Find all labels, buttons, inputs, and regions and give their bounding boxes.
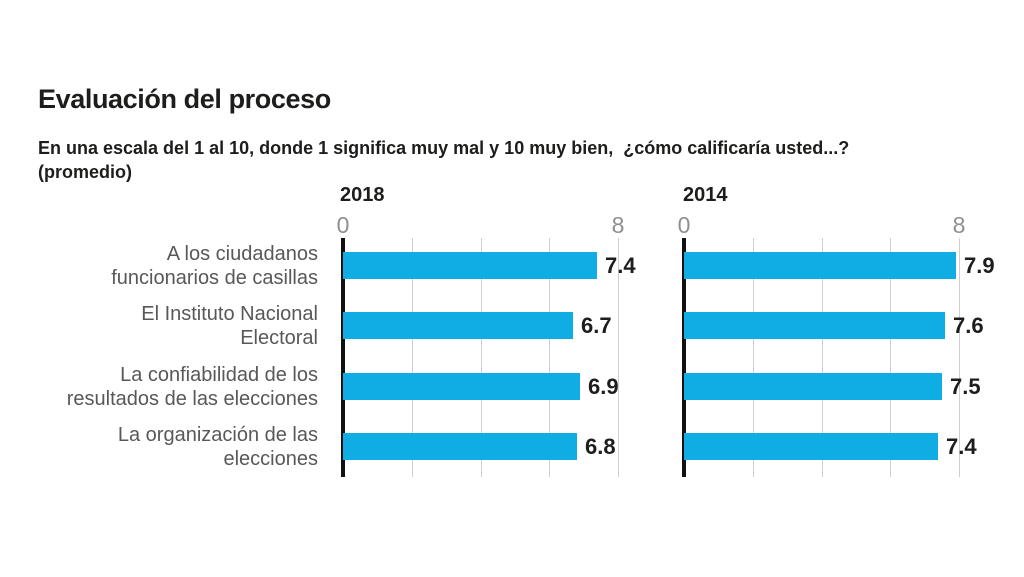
category-label-line: La organización de las [117,423,318,446]
gridline-4 [822,238,823,477]
y-axis-line [341,238,345,477]
gridline-8 [959,238,960,477]
category-label: La confiabilidad de los resultados de las… [20,363,318,411]
bar-panel-2014: 0 8 7.9 7.6 7.5 7.4 [678,212,1024,477]
category-label-line: El Instituto Nacional [141,302,318,325]
category-label: El Instituto Nacional Electoral [20,302,318,350]
category-labels-column: A los ciudadanos funcionarios de casillas… [20,0,318,577]
value-label-2014-row3: 7.5 [950,373,981,399]
value-label-2018-row2: 6.7 [581,312,612,338]
bar-panel-2018: 0 8 7.4 6.7 6.9 6.8 [337,212,683,477]
x-tick-label-8: 8 [952,212,966,238]
category-label-line: elecciones [223,447,318,470]
gridline-2 [753,238,754,477]
value-label-2014-row2: 7.6 [953,312,984,338]
bar-2018-row1 [343,252,597,279]
x-tick-label-8: 8 [611,212,625,238]
gridline-2 [412,238,413,477]
gridline-6 [890,238,891,477]
chart-subtitle: En una escala del 1 al 10, donde 1 signi… [38,136,849,184]
bar-2018-row4 [343,433,577,460]
chart-title: Evaluación del proceso [38,84,331,114]
value-label-2018-row4: 6.8 [585,433,616,459]
category-label-line: resultados de las elecciones [66,387,318,410]
category-label-line: funcionarios de casillas [111,266,318,289]
value-label-2014-row4: 7.4 [946,433,977,459]
category-label: La organización de las elecciones [20,423,318,471]
category-label-line: La confiabilidad de los [120,363,318,386]
bar-2014-row1 [684,252,956,279]
bar-2014-row4 [684,433,938,460]
chart-subtitle-line1: En una escala del 1 al 10, donde 1 signi… [38,138,850,158]
gridline-8 [618,238,619,477]
bar-2018-row2 [343,312,573,339]
category-label-line: Electoral [240,326,318,349]
value-label-2018-row1: 7.4 [605,252,636,278]
value-label-2014-row1: 7.9 [964,252,995,278]
chart-subtitle-line2: (promedio) [38,162,132,182]
category-label-line: A los ciudadanos [166,242,318,265]
y-axis-line [682,238,686,477]
category-label: A los ciudadanos funcionarios de casillas [20,242,318,290]
x-tick-label-0: 0 [677,212,691,238]
bar-2014-row3 [684,373,942,400]
value-label-2018-row3: 6.9 [588,373,619,399]
gridline-4 [481,238,482,477]
gridline-6 [549,238,550,477]
bar-2014-row2 [684,312,945,339]
panel-header-2018: 2018 [340,184,385,206]
bar-2018-row3 [343,373,580,400]
panel-header-2014: 2014 [683,184,728,206]
x-tick-label-0: 0 [336,212,350,238]
